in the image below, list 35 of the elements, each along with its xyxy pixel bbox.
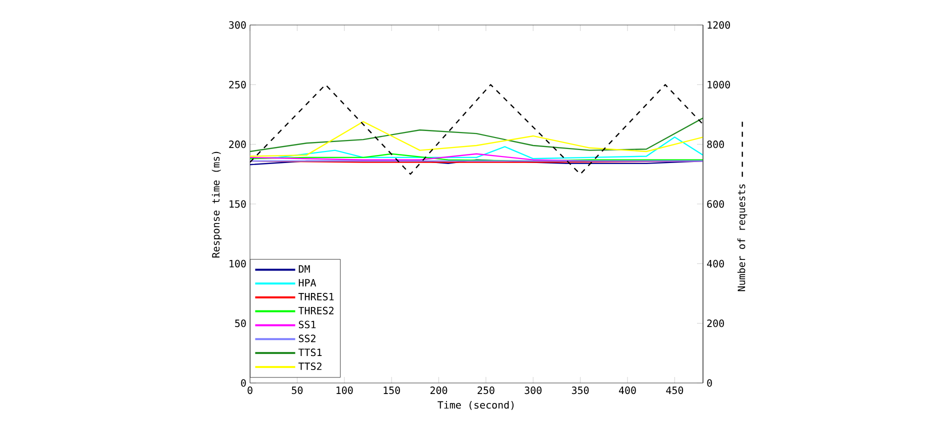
y-tick-label: 150 — [230, 200, 246, 208]
y2-tick-label: 600 — [707, 200, 724, 208]
x-axis-title: Time (second) — [438, 400, 514, 410]
y-tick-label: 50 — [235, 320, 246, 328]
y-axis-title: Response time (ms) — [212, 152, 222, 258]
y-tick-label: 0 — [241, 379, 246, 387]
legend-label: SS2 — [298, 334, 316, 342]
x-tick-label: 250 — [478, 386, 494, 394]
y-tick-label: 200 — [229, 140, 246, 148]
legend-label: THRES2 — [298, 306, 334, 314]
legend-label: TTS1 — [298, 348, 322, 356]
x-tick-label: 150 — [384, 386, 400, 394]
y-tick-label: 250 — [229, 80, 246, 88]
y2-tick-label: 400 — [707, 260, 724, 268]
x-tick-label: 350 — [572, 386, 589, 394]
x-tick-label: 50 — [292, 386, 303, 394]
x-tick-label: 400 — [618, 386, 636, 394]
y2-tick-label: 800 — [707, 140, 724, 148]
legend-label: SS1 — [298, 320, 316, 328]
x-tick-label: 450 — [666, 386, 684, 394]
x-tick-label: 100 — [336, 386, 353, 394]
y2-axis-title: Number of requests — [737, 184, 748, 292]
legend-label: THRES1 — [298, 292, 334, 300]
y-tick-label: 100 — [230, 260, 246, 268]
y-tick-label: 300 — [229, 21, 246, 29]
legend-label: TTS2 — [298, 362, 322, 370]
y2-tick-label: 1000 — [708, 80, 730, 88]
legend-label: HPA — [298, 279, 316, 286]
y2-tick-label: 1200 — [708, 21, 730, 29]
y2-tick-label: 0 — [707, 379, 712, 387]
x-tick-label: 300 — [524, 386, 542, 394]
x-tick-label: 200 — [430, 386, 448, 394]
legend-label: DM — [298, 265, 310, 273]
x-tick-label: 0 — [248, 386, 252, 394]
y2-tick-label: 200 — [707, 320, 724, 328]
